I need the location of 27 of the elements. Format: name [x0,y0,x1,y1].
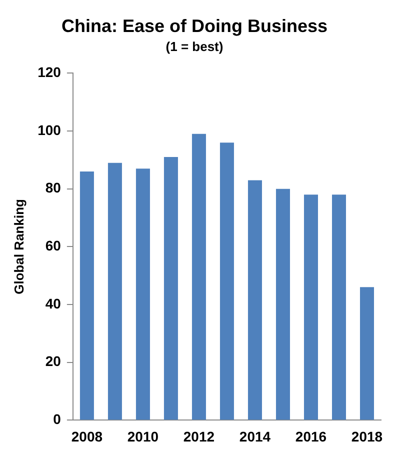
x-tick-label: 2012 [183,428,215,444]
bar [80,172,94,420]
chart-title: China: Ease of Doing Business [61,16,328,36]
bar [248,180,262,420]
bar [220,142,234,420]
x-tick-label: 2008 [71,428,103,444]
bar [332,194,346,420]
y-tick-label: 100 [38,122,62,138]
x-tick-label: 2018 [351,428,383,444]
chart-subtitle: (1 = best) [166,38,224,54]
bar [304,194,318,420]
bar [360,287,374,420]
y-tick-label: 120 [38,64,62,80]
y-tick-label: 60 [45,238,62,254]
x-tick-label: 2016 [295,428,327,444]
bar [136,168,150,420]
x-tick-label: 2010 [127,428,159,444]
bar [164,157,178,420]
y-tick-label: 80 [45,180,62,196]
y-tick-label: 20 [45,353,62,370]
y-axis-title: Global Ranking [11,198,26,294]
bar [276,188,290,420]
y-tick-label: 40 [45,295,62,312]
y-tick-label: 0 [53,411,62,428]
bar [192,134,206,420]
bar [108,162,122,420]
x-tick-label: 2014 [239,428,271,444]
